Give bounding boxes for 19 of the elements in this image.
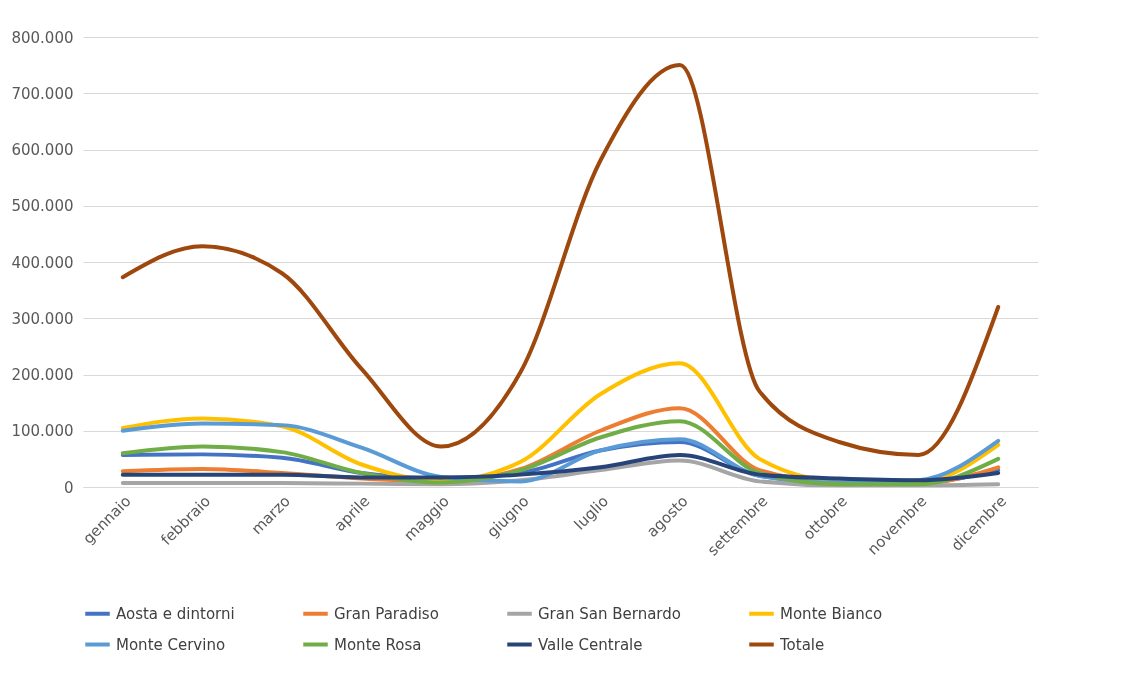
legend-label: Valle Centrale xyxy=(538,635,643,654)
y-tick-label: 600.000 xyxy=(11,141,74,159)
y-tick-label: 700.000 xyxy=(11,84,74,103)
y-tick-label: 200.000 xyxy=(11,366,74,384)
line-series xyxy=(120,63,1001,457)
y-tick-label: 0 xyxy=(63,478,74,497)
y-tick-label: 400.000 xyxy=(11,253,74,272)
legend-label: Monte Rosa xyxy=(334,635,422,654)
legend-label: Monte Cervino xyxy=(116,635,226,654)
legend-label: Monte Bianco xyxy=(780,604,883,623)
legend-label: Gran Paradiso xyxy=(334,604,439,623)
legend-label: Totale xyxy=(779,635,825,654)
y-tick-label: 800.000 xyxy=(11,28,74,47)
y-tick-label: 300.000 xyxy=(11,309,74,328)
y-tick-label: 500.000 xyxy=(11,197,74,216)
y-tick-label: 100.000 xyxy=(11,422,74,441)
legend-label: Gran San Bernardo xyxy=(538,604,681,623)
legend-label: Aosta e dintorni xyxy=(116,604,235,623)
line-series xyxy=(120,452,1001,483)
